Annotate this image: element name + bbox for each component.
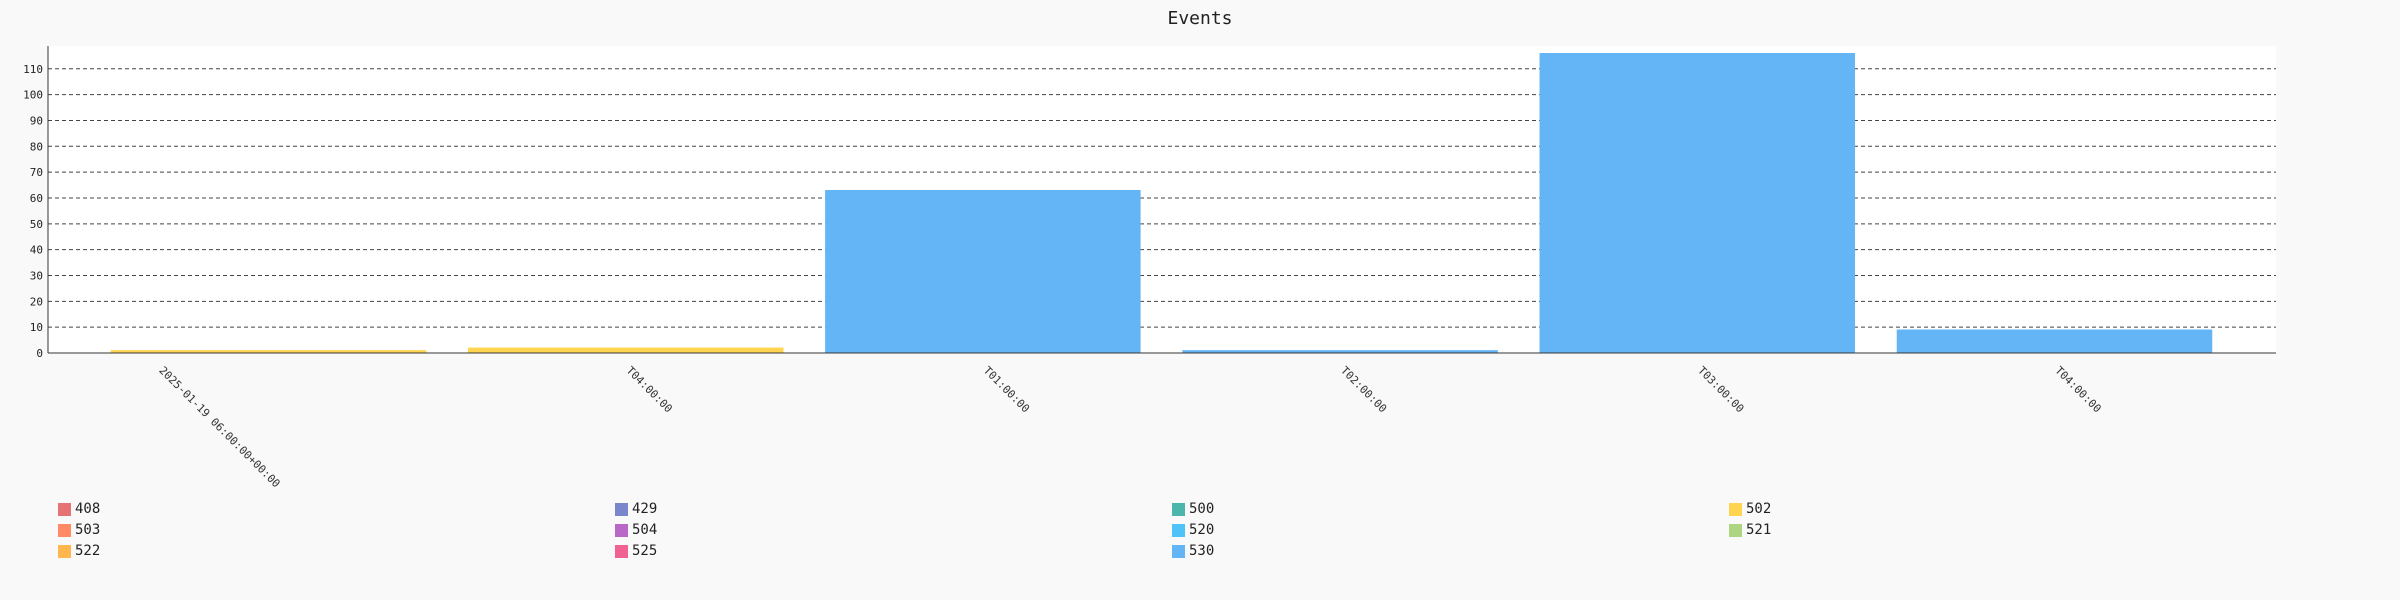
bar-502-1[interactable] — [467, 347, 784, 354]
y-tick-label: 0 — [36, 347, 43, 360]
legend-item-502[interactable]: 502 — [1729, 500, 2286, 518]
legend-item-530[interactable]: 530 — [1172, 542, 1729, 560]
legend-swatch — [58, 544, 71, 558]
legend-swatch — [1172, 544, 1185, 558]
x-tick-label: T01:00:00 — [981, 364, 1032, 415]
legend-label: 525 — [632, 543, 658, 559]
legend-label: 520 — [1189, 522, 1215, 538]
legend-item-504[interactable]: 504 — [615, 521, 1172, 539]
x-tick-label: T04:00:00 — [2052, 364, 2103, 415]
legend-item-520[interactable]: 520 — [1172, 521, 1729, 539]
y-tick-label: 90 — [30, 114, 43, 127]
y-tick-labels: 0 10 20 30 40 50 60 70 80 90 100 110 — [23, 63, 43, 360]
legend-label: 502 — [1746, 501, 1772, 517]
legend-label: 408 — [75, 501, 101, 517]
x-tick-labels: 2025-01-19 06:00:00+00:00 T04:00:00 T01:00… — [156, 364, 2103, 490]
bar-530-5[interactable] — [1896, 329, 2213, 354]
legend-swatch — [58, 523, 71, 537]
legend-label: 522 — [75, 543, 101, 559]
y-tick-label: 40 — [30, 244, 43, 257]
legend-swatch — [58, 502, 71, 516]
y-tick-label: 110 — [23, 63, 43, 76]
legend-label: 504 — [632, 522, 658, 538]
legend-item-429[interactable]: 429 — [615, 500, 1172, 518]
legend-item-503[interactable]: 503 — [58, 521, 615, 539]
y-tick-label: 30 — [30, 269, 43, 282]
legend-swatch — [1729, 502, 1742, 516]
bars — [110, 53, 2213, 354]
legend-label: 500 — [1189, 501, 1215, 517]
legend-swatch — [1729, 523, 1742, 537]
legend-item-500[interactable]: 500 — [1172, 500, 1729, 518]
legend-swatch — [615, 502, 628, 516]
x-tick-label: T03:00:00 — [1695, 364, 1746, 415]
legend-swatch — [1172, 502, 1185, 516]
legend-label: 503 — [75, 522, 101, 538]
y-tick-label: 60 — [30, 192, 43, 205]
legend-swatch — [615, 523, 628, 537]
axes — [47, 46, 2276, 354]
bar-530-4[interactable] — [1539, 53, 1856, 354]
legend-item-525[interactable]: 525 — [615, 542, 1172, 560]
legend-swatch — [1172, 523, 1185, 537]
y-tick-label: 20 — [30, 295, 43, 308]
bar-530-2[interactable] — [825, 189, 1141, 354]
x-tick-label: T02:00:00 — [1338, 364, 1389, 415]
y-tick-label: 80 — [30, 140, 43, 153]
x-tick-label: T04:00:00 — [624, 364, 675, 415]
legend-item-522[interactable]: 522 — [58, 542, 615, 560]
legend-label: 530 — [1189, 543, 1215, 559]
x-tick-label: 2025-01-19 06:00:00+00:00 — [156, 364, 282, 490]
legend: 408 429 500 502 503 504 520 521 522 525 530 — [58, 500, 2258, 560]
y-tick-label: 10 — [30, 321, 43, 334]
legend-item-408[interactable]: 408 — [58, 500, 615, 518]
grid-lines — [48, 68, 2276, 328]
legend-label: 521 — [1746, 522, 1772, 538]
chart-title: Events — [1167, 8, 1233, 29]
plot-area-background — [48, 46, 2276, 354]
legend-item-521[interactable]: 521 — [1729, 521, 2286, 539]
y-tick-label: 100 — [23, 89, 43, 102]
legend-label: 429 — [632, 501, 658, 517]
y-tick-label: 70 — [30, 166, 43, 179]
y-tick-label: 50 — [30, 218, 43, 231]
legend-swatch — [615, 544, 628, 558]
